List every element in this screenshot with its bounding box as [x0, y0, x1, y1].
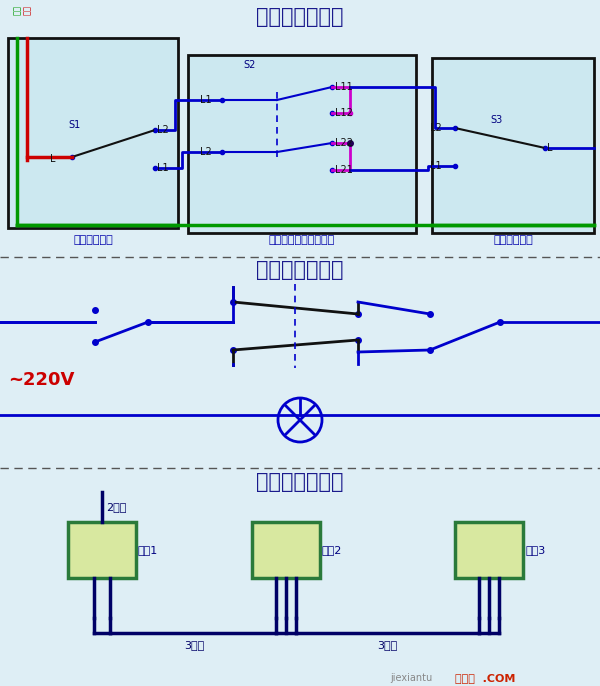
Text: 三控开关接线图: 三控开关接线图 [256, 7, 344, 27]
Text: 3根线: 3根线 [377, 640, 397, 650]
Text: 三控开关原理图: 三控开关原理图 [256, 260, 344, 280]
Text: S1: S1 [68, 120, 80, 130]
Bar [252, 522, 320, 578]
Text: ~220V: ~220V [8, 371, 74, 389]
Text: 相线: 相线 [13, 5, 22, 15]
Text: L21: L21 [335, 165, 353, 175]
Bar [68, 522, 136, 578]
Bar [188, 55, 416, 233]
Text: S3: S3 [490, 115, 502, 125]
Text: 开关3: 开关3 [525, 545, 545, 555]
Text: L2: L2 [430, 123, 442, 133]
Text: jiexiantu: jiexiantu [390, 673, 432, 683]
Text: L1: L1 [430, 161, 442, 171]
Text: L12: L12 [335, 108, 353, 118]
Text: 三控开关布线图: 三控开关布线图 [256, 472, 344, 492]
Text: L1: L1 [157, 163, 169, 173]
Text: L: L [50, 154, 56, 164]
Text: 开关2: 开关2 [322, 545, 343, 555]
Bar [8, 38, 178, 228]
Text: 中途开关（三控开关）: 中途开关（三控开关） [269, 235, 335, 245]
Text: L: L [547, 143, 553, 153]
Text: L2: L2 [200, 147, 212, 157]
Bar [455, 522, 523, 578]
Text: 接线图  .COM: 接线图 .COM [455, 673, 515, 683]
Text: 3根线: 3根线 [184, 640, 204, 650]
Text: 单开双控开关: 单开双控开关 [493, 235, 533, 245]
Text: 单开双控开关: 单开双控开关 [73, 235, 113, 245]
Text: 火线: 火线 [23, 5, 32, 15]
Text: L11: L11 [335, 82, 353, 92]
Text: L1: L1 [200, 95, 212, 105]
Text: S2: S2 [243, 60, 256, 70]
Bar [432, 58, 594, 233]
Text: L2: L2 [157, 125, 169, 135]
Text: L22: L22 [335, 138, 353, 148]
Text: 开关1: 开关1 [138, 545, 158, 555]
Text: 2根线: 2根线 [106, 502, 127, 512]
